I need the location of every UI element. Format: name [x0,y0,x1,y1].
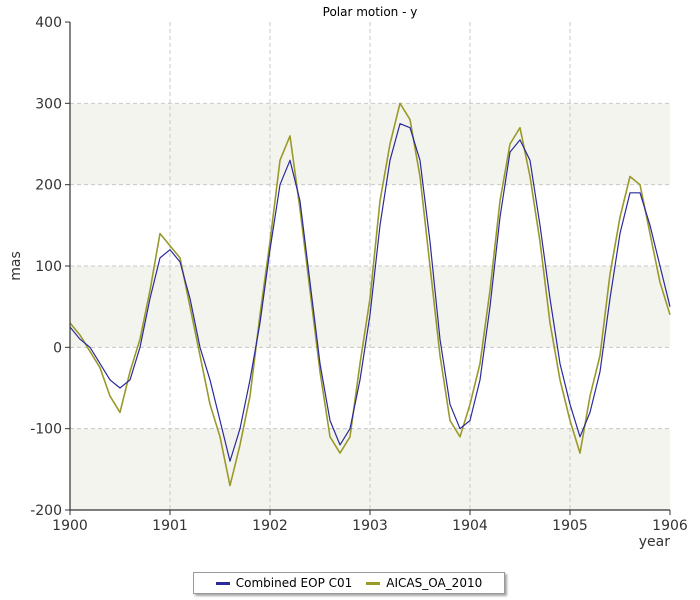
legend-item-aicas-oa-2010[interactable]: AICAS_OA_2010 [366,576,482,590]
legend: Combined EOP C01 AICAS_OA_2010 [193,572,505,594]
legend-item-combined-eop-c01[interactable]: Combined EOP C01 [215,576,353,590]
x-tick-label: 1904 [452,518,488,534]
y-tick-label: -200 [30,503,62,519]
x-tick-label: 1905 [552,518,588,534]
series-line-aicas-oa-2010 [69,102,671,487]
y-tick-label: 400 [35,15,62,31]
legend-label-combined-eop-c01: Combined EOP C01 [235,576,353,590]
axes [65,21,671,515]
y-tick-label: 0 [53,340,62,356]
y-axis-title: mas [8,251,24,281]
y-tick-label: 200 [35,178,62,194]
background-band [70,428,670,510]
y-tick-label: 300 [35,96,62,112]
legend-label-aicas-oa-2010: AICAS_OA_2010 [386,576,483,590]
x-tick-label: 1900 [52,518,88,534]
chart-title: Polar motion - y [323,5,418,19]
legend-swatch-aicas-oa-2010 [366,581,381,585]
x-tick-label: 1906 [652,518,688,534]
x-axis-title: year [639,534,670,550]
series-layer [69,102,671,487]
grid-lines [70,22,670,510]
series-line-combined-eop-c01 [69,123,671,462]
tick-labels: -200 -100 0 100 200 300 400 1900 1901 1902 1903 190… [30,15,688,534]
background-band [70,22,670,104]
x-tick-label: 1902 [252,518,288,534]
legend-swatch-combined-eop-c01 [215,581,230,585]
y-tick-label: -100 [30,422,62,438]
x-tick-label: 1901 [152,518,188,534]
background-band [70,266,670,348]
x-tick-label: 1903 [352,518,388,534]
y-tick-label: 100 [35,259,62,275]
